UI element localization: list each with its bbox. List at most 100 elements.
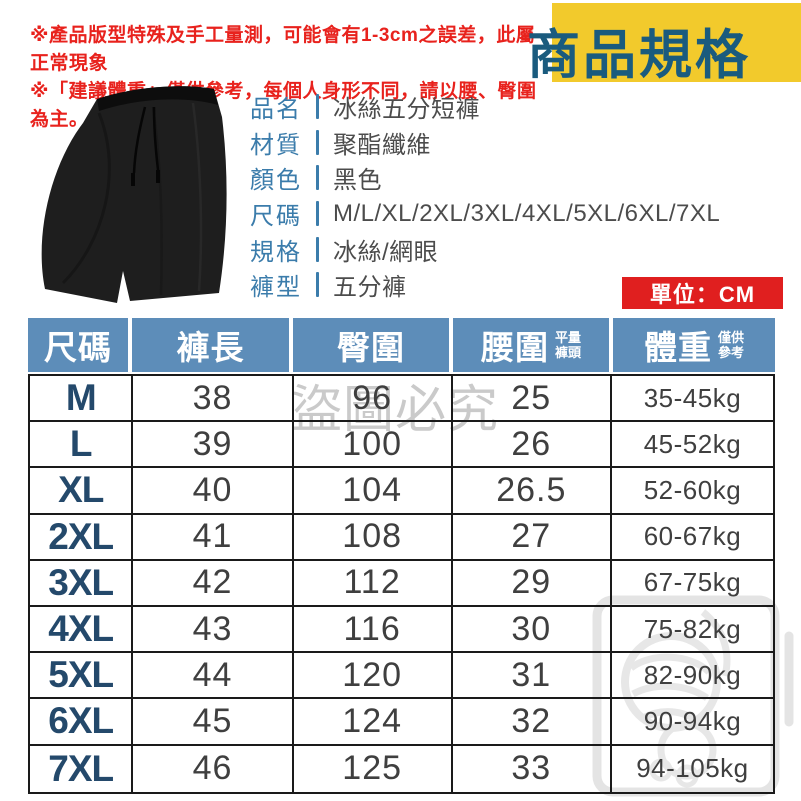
cell-length: 39 [133,422,294,467]
title-plate [552,3,801,82]
cell-weight: 45-52kg [643,428,742,459]
disclaimer-line-1: ※產品版型特殊及手工量測，可能會有1-3cm之誤差，此屬正常現象 [30,25,536,74]
cell-length: 43 [133,606,294,652]
cell-size: 2XL [30,514,134,559]
column-header-label: 腰圍 [480,329,549,366]
info-value: 冰絲五分短褲 [333,96,480,124]
cell-weight: 52-60kg [643,474,742,505]
cell-length: 45 [133,699,294,744]
unit-badge: 單位：CM [622,277,783,309]
product-photo-shorts [41,86,227,304]
divider-bar [316,236,319,262]
cell-length: 46 [133,745,294,792]
anti-theft-watermark: 盜圖必究 [291,381,500,438]
cell-weight: 67-75kg [643,567,742,598]
divider-bar [316,165,319,191]
cell-hip: 124 [294,699,453,744]
cell-waist: 26 [453,422,612,467]
cell-weight: 75-82kg [643,613,742,644]
shorts-waistband [97,86,218,111]
column-header-label: 體重 [643,329,712,366]
column-header-size: 尺碼 [28,318,132,372]
divider-bar [316,129,319,155]
cell-length: 38 [133,376,294,421]
drawstring-right [152,106,160,171]
cell-length: 40 [133,468,294,513]
cell-waist: 33 [453,745,612,792]
cell-length: 42 [133,560,294,605]
table-row: 7XL 46 125 33 94-105kg [30,745,773,792]
table-row: L 39 100 26 45-52kg [30,422,773,469]
column-header-label: 尺碼 [44,329,112,366]
cell-size: L [30,422,134,467]
cell-weight: 90-94kg [643,705,742,736]
table-row: 5XL 44 120 31 82-90kg [30,653,773,700]
column-header-weight: 體重 僅供 參考 [613,318,775,372]
info-row-pant-type: 褲型 五分褲 [250,267,720,303]
drawstring-left-aglet [131,173,135,186]
cell-waist: 26.5 [453,468,612,513]
cell-waist: 32 [453,699,612,744]
info-value: 五分褲 [333,274,407,302]
page-title: 商品規格 [527,26,751,85]
drawstring-right-aglet [156,170,160,183]
column-header-hip: 臀圍 [293,318,453,372]
cell-size: 3XL [30,560,134,605]
cell-waist: 31 [453,653,612,698]
divider-bar [316,94,319,120]
cell-size: 7XL [30,745,134,792]
divider-bar [316,201,319,227]
info-label: 品名 [250,96,302,124]
table-row: 2XL 41 108 27 60-67kg [30,514,773,561]
table-row: 6XL 45 124 32 90-94kg [30,699,773,746]
info-label: 規格 [250,238,302,266]
cell-hip: 108 [294,514,453,559]
cell-weight: 82-90kg [643,659,742,690]
cell-hip: 104 [294,468,453,513]
cell-size: 4XL [30,606,134,652]
table-row: 3XL 42 112 29 67-75kg [30,560,773,607]
cell-size: 6XL [30,699,134,744]
table-row: 4XL 43 116 30 75-82kg [30,606,773,654]
column-header-label: 臀圍 [337,329,405,366]
drawstring-left [132,106,147,174]
cell-waist: 30 [453,606,612,652]
cell-hip: 116 [294,606,453,652]
cell-waist: 25 [453,376,612,421]
cell-hip: 120 [294,653,453,698]
cell-hip: 125 [294,745,453,792]
divider-bar [316,272,319,298]
info-value: 冰絲/網眼 [333,238,439,266]
info-label: 尺碼 [250,203,302,231]
column-header-waist: 腰圍 平量 褲頭 [453,318,613,372]
info-row-name: 品名 冰絲五分短褲 [250,89,720,125]
column-header-note: 僅供 參考 [717,330,744,360]
info-row-color: 顏色 黑色 [250,160,720,196]
info-row-spec: 規格 冰絲/網眼 [250,231,720,267]
table-row: M 38 96 25 35-45kg [30,376,773,423]
size-table: 尺碼 褲長 臀圍 腰圍 平量 褲頭 體重 僅供 參考 [28,318,775,794]
info-value: 黑色 [333,167,382,195]
cell-hip: 100 [294,422,453,467]
info-label: 褲型 [250,274,302,302]
column-header-length: 褲長 [132,318,293,372]
info-label: 材質 [250,131,302,159]
table-row: XL 40 104 26.5 52-60kg [30,468,773,515]
cell-waist: 27 [453,514,612,559]
size-table-body: M 38 96 25 35-45kg L 39 100 26 45-52kg X… [28,374,775,794]
size-table-header: 尺碼 褲長 臀圍 腰圍 平量 褲頭 體重 僅供 參考 [28,318,775,372]
cell-weight: 60-67kg [643,521,742,552]
info-value: M/L/XL/2XL/3XL/4XL/5XL/6XL/7XL [333,199,721,227]
shorts-body [41,86,227,304]
cell-waist: 29 [453,560,612,605]
info-row-material: 材質 聚酯纖維 [250,125,720,161]
cell-length: 44 [133,653,294,698]
column-header-note: 平量 褲頭 [554,330,581,360]
cell-weight: 35-45kg [643,382,742,413]
cell-size: M [30,376,134,421]
product-info-list: 品名 冰絲五分短褲 材質 聚酯纖維 顏色 黑色 尺碼 M/L/XL/2XL/3X… [250,89,720,303]
cell-weight: 94-105kg [636,753,749,784]
info-row-sizes: 尺碼 M/L/XL/2XL/3XL/4XL/5XL/6XL/7XL [250,196,720,232]
info-label: 顏色 [250,167,302,195]
